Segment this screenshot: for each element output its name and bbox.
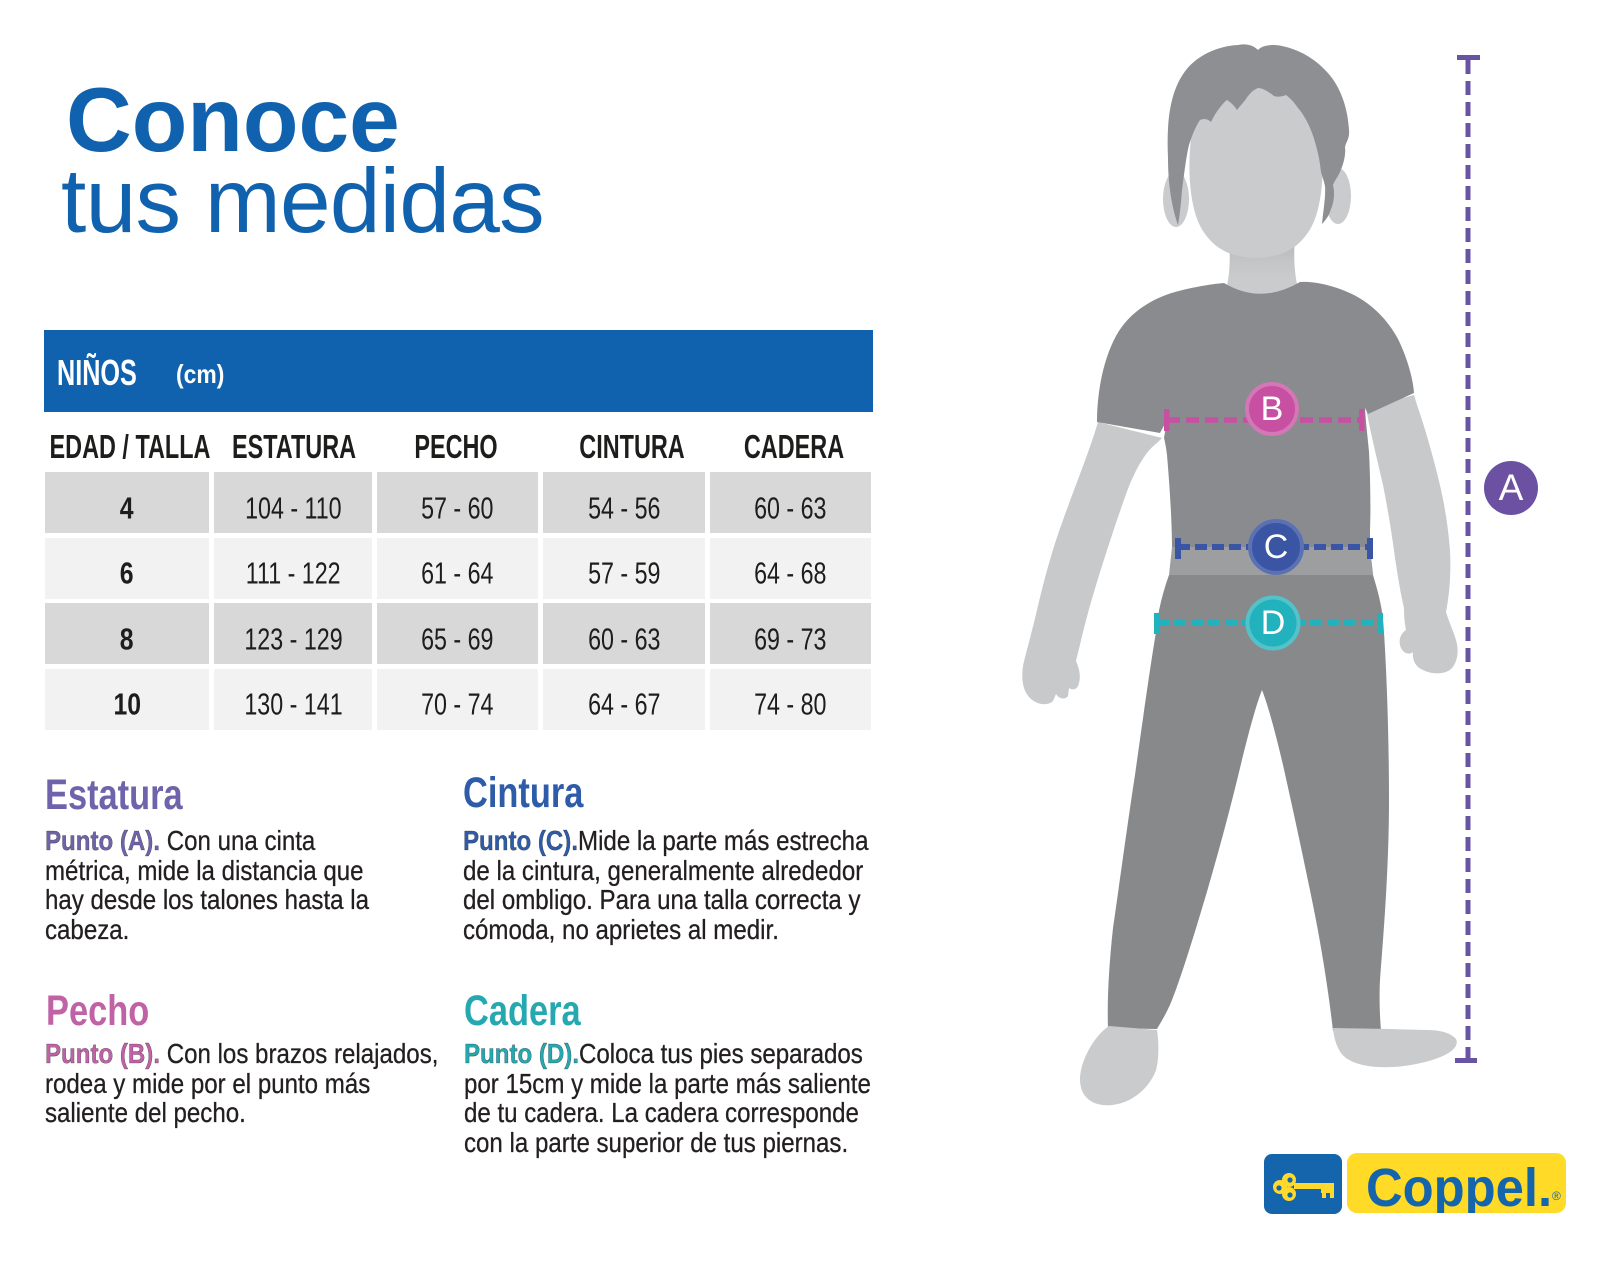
svg-text:C: C xyxy=(1264,528,1289,566)
svg-text:A: A xyxy=(1499,467,1524,508)
svg-text:D: D xyxy=(1261,604,1286,642)
svg-text:B: B xyxy=(1261,390,1284,428)
